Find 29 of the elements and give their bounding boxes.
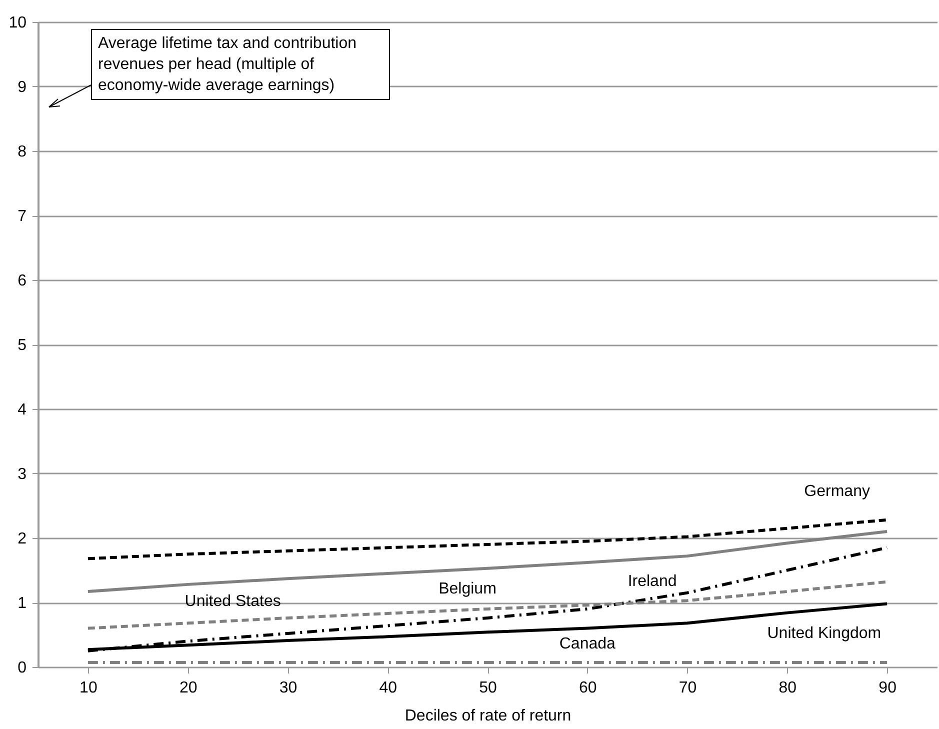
x-tick-label: 10: [80, 680, 98, 696]
y-tick-label: 9: [18, 79, 27, 96]
series-label: United States: [184, 593, 281, 610]
series-label: Belgium: [438, 580, 496, 598]
y-tick-label: 8: [18, 144, 27, 160]
x-tick-label: 50: [479, 680, 497, 696]
x-axis-title: Deciles of rate of return: [404, 708, 572, 724]
series-label: United Kingdom: [767, 624, 882, 642]
y-tick-label: 4: [18, 402, 27, 418]
y-tick-label: 7: [18, 208, 27, 225]
series-label: Germany: [804, 482, 870, 500]
y-tick-label: 10: [8, 14, 27, 32]
y-tick-label: 2: [18, 530, 27, 548]
y-tick-label: 1: [18, 595, 27, 612]
y-axis-title: Average lifetime tax and contribution revenues per head (multiple of economy-wide average earnings): [91, 29, 390, 100]
x-tick-label: 30: [279, 680, 298, 696]
x-tick-label: 60: [578, 680, 597, 696]
x-tick-label: 20: [179, 680, 198, 696]
y-tick-label: 6: [18, 272, 27, 290]
y-tick-label: 5: [18, 337, 27, 354]
y-tick-label: 3: [18, 466, 27, 483]
series-label: Canada: [559, 635, 616, 652]
x-tick-label: 80: [778, 680, 797, 696]
series-label: Ireland: [628, 572, 677, 590]
line-series: [86, 518, 889, 560]
x-tick-label: 40: [379, 680, 398, 696]
x-tick-label: 70: [678, 680, 697, 696]
x-tick-label: 90: [878, 680, 897, 696]
y-tick-label: 0: [18, 660, 27, 676]
